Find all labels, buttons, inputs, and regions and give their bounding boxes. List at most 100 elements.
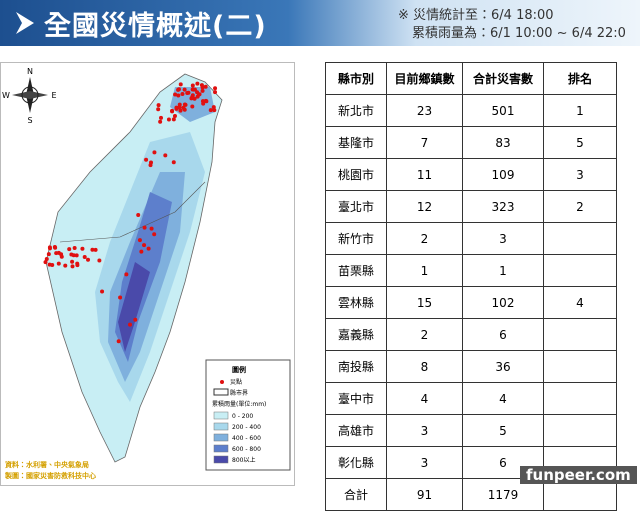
table-cell: 新北市 [325,94,387,127]
table-cell: 3 [386,446,463,479]
disaster-point [176,93,181,98]
disaster-point [136,213,141,218]
disaster-point [50,262,55,267]
legend: 圖例 災點 縣市界 累積雨量(單位:mm) 0 - 200 200 - 400 40… [205,359,291,471]
table-cell: 7 [386,126,463,159]
disaster-points [43,81,218,344]
table-cell: 12 [386,190,463,223]
table-cell: 彰化縣 [325,446,387,479]
table-cell: 2 [543,190,617,223]
table-cell: 2 [386,318,463,351]
disaster-point [200,88,205,93]
disaster-point [171,117,176,122]
taiwan [45,73,223,463]
compass: N S E W [2,67,56,125]
disaster-point [133,317,138,322]
table-row: 苗栗縣 1 1 [325,254,617,287]
table-cell: 合計 [325,478,387,511]
disaster-point [166,117,171,122]
legend-swatch [213,455,229,464]
table-cell: 36 [462,350,544,383]
table-cell: 基隆市 [325,126,387,159]
disaster-point [182,87,187,92]
table-row: 雲林縣 15 102 4 [325,286,617,319]
disaster-point [159,115,164,120]
table-cell: 臺北市 [325,190,387,223]
disaster-point [44,257,49,262]
table-cell: 新竹市 [325,222,387,255]
disaster-point [152,150,157,155]
disaster-point [174,106,179,111]
table-row: 嘉義縣 2 6 [325,318,617,351]
disaster-point [190,93,195,98]
disaster-point [178,108,183,113]
compass-label: W [2,91,10,100]
legend-item: 0 - 200 [232,413,253,420]
table-cell: 1 [543,94,617,127]
table-cell: 501 [462,94,544,127]
legend-swatch [213,433,229,442]
table-cell: 23 [386,94,463,127]
disaster-point [124,272,129,277]
disaster-point [203,98,208,103]
table-cell: 83 [462,126,544,159]
empty-cell [543,382,617,415]
disaster-point [180,92,185,97]
table-cell: 苗栗縣 [325,254,387,287]
credit: 資料：水利署、中央氣象局 [5,460,89,469]
disaster-point [156,107,161,112]
table-row: 基隆市 7 83 5 [325,126,617,159]
disaster-point [197,92,202,97]
disaster-point [69,252,74,257]
disaster-point [158,119,163,124]
credit: 製圖：國家災害防救科技中心 [4,471,96,480]
table-cell: 11 [386,158,463,191]
disaster-point [86,257,91,262]
table-row: 臺北市 12 323 2 [325,190,617,223]
disaster-point [128,322,133,327]
header-cell: 排名 [543,62,617,95]
note: 累積雨量為：6/1 10:00 ~ 6/4 22:0 [412,26,626,41]
disaster-point [144,157,149,162]
disaster-point [54,251,59,256]
table-row: 高雄市 3 5 [325,414,617,447]
disaster-point [211,105,216,110]
disaster-point [178,82,183,87]
legend-rain-title: 累積雨量(單位:mm) [212,400,266,408]
legend-item: 600 - 800 [232,446,261,453]
table-cell: 102 [462,286,544,319]
table-cell: 6 [462,318,544,351]
disaster-point [212,108,217,113]
disaster-point [137,238,142,243]
disaster-point [213,90,218,95]
disaster-point [152,232,157,237]
table-cell: 5 [543,126,617,159]
disaster-point [195,81,200,86]
empty-cell [543,222,617,255]
title: 全國災情概述(二) [44,11,267,42]
disaster-point [74,253,79,258]
compass-label: S [27,116,32,125]
disaster-point [172,113,177,118]
disaster-point [97,258,102,263]
empty-cell [543,254,617,287]
disaster-point [63,263,68,268]
disaster-point [80,246,85,251]
map: N S E W 圖例 災點 縣市界 累積雨量(單位:mm) 0 - 200 200… [0,62,295,486]
note: ※ 災情統計至：6/4 18:00 [398,8,554,23]
disaster-point [148,163,153,168]
disaster-point [59,252,64,257]
legend-swatch [213,444,229,453]
disaster-point [118,295,123,300]
disaster-point [82,254,87,259]
disaster-point [173,92,178,97]
table-cell: 1 [386,254,463,287]
disaster-table: 縣市別 目前鄉鎮數 合計災害數 排名 新北市 23 501 1 基隆市 7 83 5 桃園市 11 109 3… [325,62,617,511]
empty-cell [543,318,617,351]
table-cell: 4 [462,382,544,415]
legend-item: 400 - 600 [232,435,261,442]
header-cell: 目前鄉鎮數 [386,62,463,95]
disaster-point [70,259,75,264]
disaster-point [176,87,181,92]
